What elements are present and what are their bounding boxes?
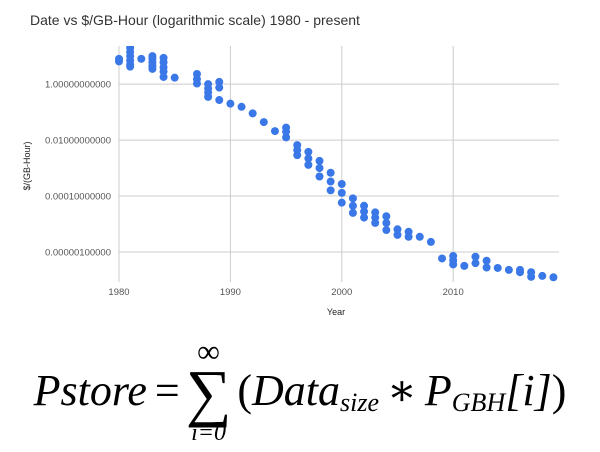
data-point [426,237,435,246]
data-point [516,268,525,277]
y-tick-label: 0.00010000000 [45,192,111,203]
x-axis-label: Year [327,307,345,317]
formula-p-subscript: GBH [451,388,506,417]
data-point [482,256,491,265]
formula-p: P [424,366,452,415]
data-point [126,62,135,71]
data-point [304,154,313,163]
data-point [259,118,268,127]
data-point [382,218,391,227]
data-point [460,261,469,270]
y-tick-label: 0.00000100000 [45,248,111,259]
formula-times: ∗ [386,366,417,415]
data-point [204,92,213,101]
data-point [170,73,179,82]
data-point [293,151,302,160]
data-point [270,127,279,136]
data-point [538,271,547,280]
formula-data-subscript: size [339,388,379,417]
data-point [237,102,246,111]
data-point [215,77,224,86]
data-point [360,201,369,210]
data-point [337,179,346,188]
data-point [449,260,458,269]
x-tick-label: 1990 [220,287,241,298]
y-tick-label: 0.01000000000 [45,136,111,147]
close-paren: ) [551,366,567,415]
open-paren: ( [237,366,252,415]
data-point [159,72,168,81]
data-points [115,46,558,282]
data-point [493,263,502,272]
data-point [226,99,235,108]
data-point [326,177,335,186]
data-point [348,194,357,203]
sum-lower-limit: i=0 [191,419,226,446]
y-axis-label: $/(GB-Hour) [22,141,32,190]
data-point [215,96,224,105]
sum-symbol: ∑ [185,357,232,429]
sum-upper-limit: ∞ [197,333,220,370]
gridlines [118,46,559,282]
data-point [248,109,257,118]
data-point [282,133,291,142]
data-point [326,186,335,195]
data-point [348,208,357,217]
data-point [382,226,391,235]
data-point [393,225,402,234]
data-point [471,259,480,268]
data-point [360,213,369,222]
data-point [282,127,291,136]
data-point [192,79,201,88]
data-point [527,272,536,281]
data-point [393,230,402,239]
data-point [504,265,513,274]
data-point [215,83,224,92]
data-point [404,232,413,241]
y-tick-label: 1.00000000000 [45,80,111,91]
formula: Pstore = ∞ ∑ i=0 ( Data size ∗ P GBH [i]… [0,332,600,450]
x-tick-labels: 1980 1990 2000 2010 [108,287,463,298]
data-point [148,64,157,73]
data-point [115,57,123,66]
x-tick-label: 2000 [331,287,352,298]
data-point [315,156,324,165]
y-tick-labels: 1.00000000000 0.01000000000 0.00010000000 0… [45,80,111,259]
data-point [337,188,346,197]
data-point [337,198,346,207]
data-point [326,168,335,177]
data-point [304,147,313,156]
formula-lhs: Pstore [33,366,147,415]
data-point [549,273,558,282]
data-point [438,254,447,263]
data-point [482,263,491,272]
formula-equals: = [154,366,180,415]
data-point [315,172,324,181]
data-point [471,252,480,261]
formula-data: Data [251,366,340,415]
data-point [304,160,313,169]
data-point [348,201,357,210]
data-point [315,164,324,173]
chart-title: Date vs $/GB-Hour (logarithmic scale) 19… [30,12,360,28]
summation: ∞ ∑ i=0 [185,333,232,446]
x-tick-label: 1980 [108,287,129,298]
data-point [360,207,369,216]
data-point [371,218,380,227]
data-point [137,54,146,63]
scatter-chart: Date vs $/GB-Hour (logarithmic scale) 19… [22,12,559,317]
x-tick-label: 2010 [443,287,464,298]
data-point [415,232,424,241]
formula-index: [i] [505,366,552,415]
data-point [382,212,391,221]
